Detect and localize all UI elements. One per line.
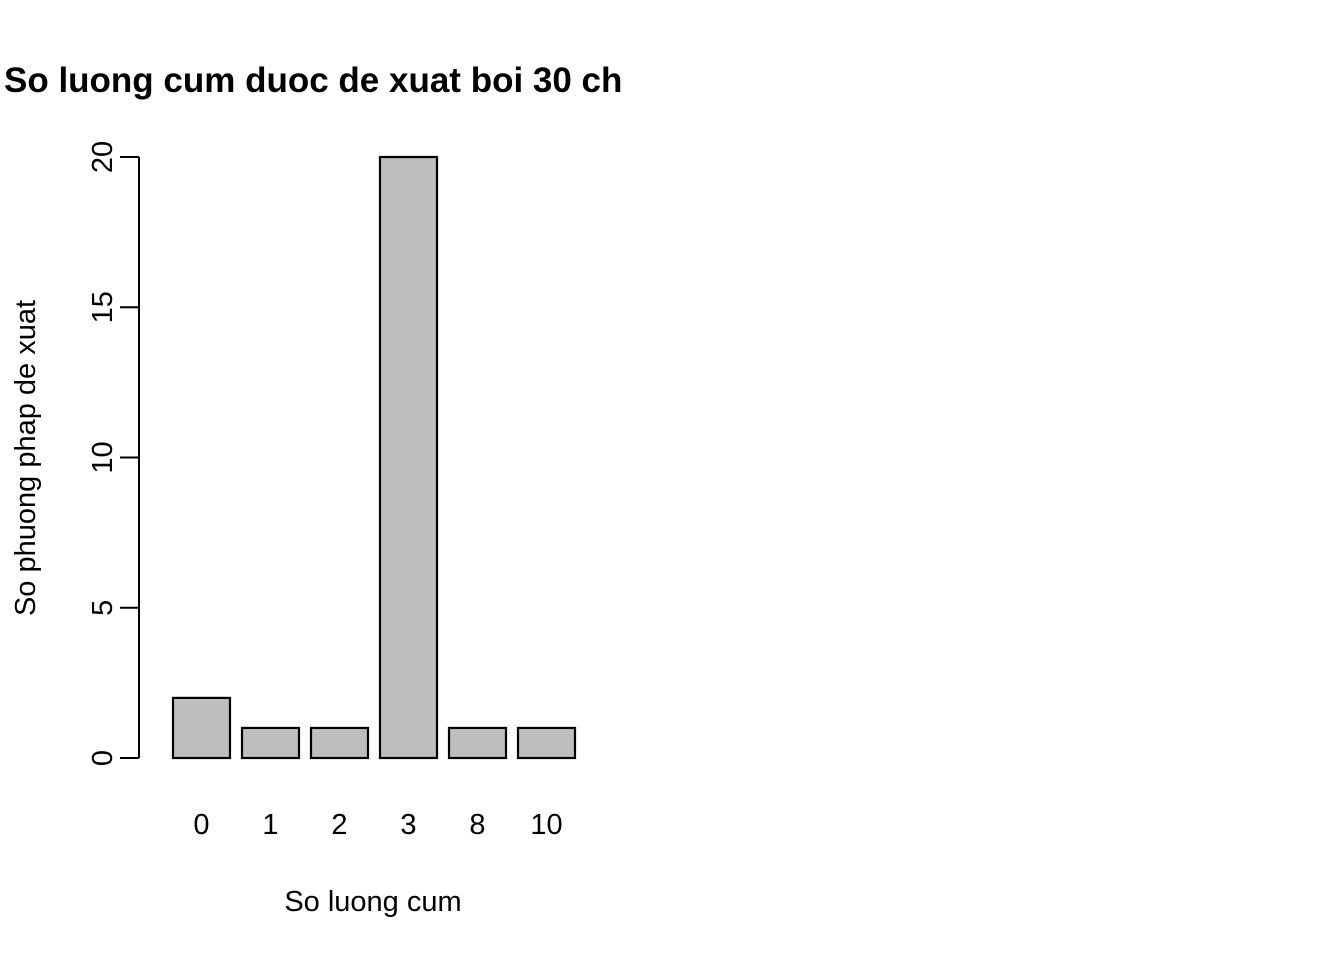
x-tick-label: 2 bbox=[331, 809, 347, 841]
x-tick-label: 8 bbox=[469, 809, 485, 841]
y-tick-label: 0 bbox=[87, 750, 119, 766]
x-tick-label: 1 bbox=[262, 809, 278, 841]
x-tick-label: 0 bbox=[193, 809, 209, 841]
bar-8 bbox=[447, 726, 508, 760]
x-tick-label: 3 bbox=[400, 809, 416, 841]
bar-0 bbox=[171, 696, 232, 760]
y-tick-label: 5 bbox=[87, 600, 119, 616]
x-tick-label: 10 bbox=[530, 809, 562, 841]
x-axis-label: So luong cum bbox=[284, 886, 461, 918]
x-axis-tick-labels: 0 1 2 3 8 10 bbox=[193, 809, 562, 841]
bar-3 bbox=[378, 155, 439, 760]
bar-1 bbox=[240, 726, 301, 760]
y-axis-label: So phuong phap de xuat bbox=[10, 300, 42, 616]
bars-group bbox=[171, 155, 577, 760]
bar-2 bbox=[309, 726, 370, 760]
y-tick-label: 15 bbox=[87, 291, 119, 323]
y-axis-ticks: 0 5 10 15 20 bbox=[87, 141, 139, 766]
chart-title: So luong cum duoc de xuat boi 30 ch bbox=[4, 61, 622, 100]
bar-10 bbox=[516, 726, 577, 760]
y-tick-label: 20 bbox=[87, 141, 119, 173]
y-tick-label: 10 bbox=[87, 441, 119, 473]
